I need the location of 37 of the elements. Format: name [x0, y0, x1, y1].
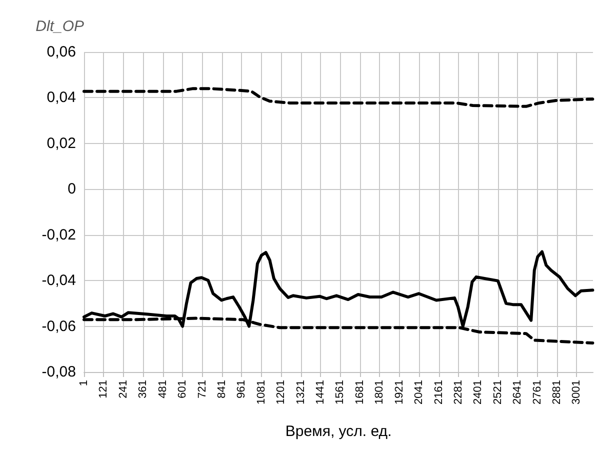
x-tick-label: 361	[137, 380, 150, 398]
x-tick-label: 2641	[512, 380, 524, 404]
x-tick-label: 1201	[275, 380, 288, 404]
y-tick-label: 0,02	[46, 134, 76, 152]
x-tick-label: 601	[176, 380, 189, 398]
x-tick-label: 121	[98, 380, 110, 398]
y-tick-label: 0	[68, 180, 76, 198]
y-axis-title: Dlt_OP	[36, 18, 84, 35]
x-axis-title: Время, усл. ед.	[285, 423, 392, 440]
x-tick-label: 241	[117, 380, 130, 398]
line-series	[82, 87, 594, 108]
x-tick-label: 1441	[314, 380, 327, 404]
x-tick-label: 2401	[472, 380, 484, 404]
x-tick-label: 2761	[531, 380, 544, 404]
y-tick-label: -0,06	[42, 318, 76, 335]
x-tick-label: 1321	[294, 380, 307, 404]
x-tick-label: 2281	[452, 380, 464, 404]
x-tick-label: 1921	[393, 380, 406, 404]
y-tick-label: 0,06	[46, 44, 76, 60]
x-tick-label: 841	[216, 380, 228, 398]
x-tick-label: 961	[236, 380, 248, 398]
x-tick-label: 481	[156, 380, 169, 398]
x-tick-label: 2161	[432, 380, 445, 404]
x-tick-label: 2041	[413, 380, 426, 404]
x-tick-label: 1081	[255, 380, 268, 404]
x-tick-label: 3001	[570, 380, 583, 404]
x-tick-label: 1681	[354, 380, 366, 404]
x-tick-label: 1801	[374, 380, 386, 404]
x-tick-label: 1561	[334, 380, 346, 404]
y-tick-label: 0,04	[46, 89, 76, 106]
x-tick-label: 1	[78, 380, 90, 386]
x-tick-label: 721	[196, 380, 208, 398]
y-tick-label: -0,02	[42, 226, 76, 244]
x-tick-label: 2881	[551, 380, 564, 404]
y-tick-label: -0,08	[42, 364, 76, 380]
x-tick-label: 2521	[492, 380, 504, 404]
y-tick-label: -0,04	[42, 272, 76, 290]
